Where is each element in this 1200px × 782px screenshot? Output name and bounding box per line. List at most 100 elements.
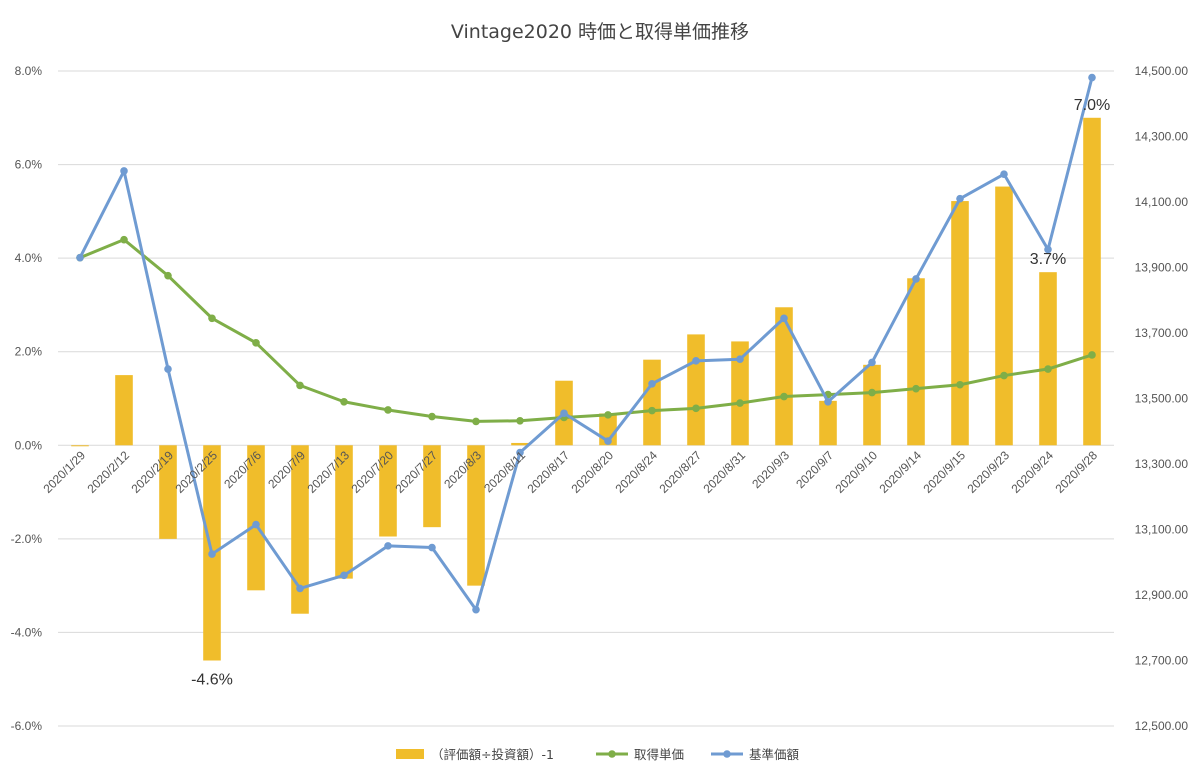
x-tick-label: 2020/9/24 xyxy=(1008,448,1056,496)
acquisition-price-point xyxy=(1000,371,1008,380)
legend: （評価額÷投資額）-1 取得単価 基準価額 xyxy=(396,747,800,762)
nav-price-point xyxy=(208,550,216,558)
nav-price-point xyxy=(736,355,744,364)
nav-price-point xyxy=(1000,170,1008,178)
nav-price-point xyxy=(164,365,172,373)
acquisition-price-point xyxy=(472,417,480,426)
bar xyxy=(643,359,661,446)
acquisition-price-line xyxy=(79,238,1093,423)
chart-title: Vintage2020 時価と取得単価推移 xyxy=(451,21,749,43)
x-tick-label: 2020/2/12 xyxy=(84,448,132,496)
bar xyxy=(511,442,529,446)
acquisition-price-point xyxy=(296,381,304,390)
acquisition-price-point xyxy=(340,397,348,406)
x-tick-label: 2020/8/11 xyxy=(481,448,528,495)
acquisition-price-point xyxy=(648,406,656,415)
bar xyxy=(731,341,749,446)
y-left-tick-label: -6.0% xyxy=(11,719,43,733)
y-right-tick-label: 13,900.00 xyxy=(1135,261,1189,275)
nav-price-point xyxy=(692,357,700,365)
y-right-tick-label: 13,100.00 xyxy=(1135,523,1189,537)
y-right-tick-label: 13,500.00 xyxy=(1135,392,1189,406)
legend-label: 基準価額 xyxy=(749,747,800,762)
acquisition-price-point xyxy=(120,235,128,244)
legend-swatch-marker xyxy=(723,750,731,758)
nav-price-point xyxy=(472,605,480,614)
y-right-tick-label: 13,300.00 xyxy=(1135,457,1189,471)
nav-price-line xyxy=(78,77,1094,612)
y-left-tick-label: 2.0% xyxy=(15,345,43,359)
nav-price-point xyxy=(120,167,128,175)
nav-price-point xyxy=(780,314,788,323)
acquisition-price-point xyxy=(956,380,964,389)
acquisition-price-point xyxy=(252,339,260,347)
acquisition-price-point xyxy=(516,416,524,425)
y-left-tick-label: 4.0% xyxy=(15,251,43,265)
nav-price-point xyxy=(824,397,832,406)
legend-swatch-bar xyxy=(396,749,424,759)
x-tick-label: 2020/8/31 xyxy=(700,448,748,496)
legend-label: 取得単価 xyxy=(634,747,684,762)
nav-price-point xyxy=(384,542,392,550)
nav-price-point xyxy=(648,379,656,388)
bar xyxy=(1039,272,1057,446)
bar xyxy=(379,445,397,537)
acquisition-price-point xyxy=(604,411,612,419)
nav-price-point xyxy=(516,448,524,457)
nav-price-point xyxy=(296,584,304,593)
nav-price-point xyxy=(956,194,964,203)
x-tick-label: 2020/8/27 xyxy=(656,448,704,496)
bar xyxy=(995,186,1013,446)
bar xyxy=(467,445,485,586)
x-tick-label: 2020/9/23 xyxy=(964,448,1012,496)
bar xyxy=(907,278,925,446)
nav-price-point xyxy=(340,571,348,580)
annotations: -4.6% 3.7% 7.0% xyxy=(191,97,1110,689)
x-tick-label: 2020/8/17 xyxy=(524,448,572,496)
y-left-tick-label: -4.0% xyxy=(11,625,43,639)
bar-series xyxy=(71,117,1101,661)
x-tick-label: 2020/8/24 xyxy=(612,448,660,496)
bar xyxy=(291,445,309,614)
nav-price-point xyxy=(428,543,436,552)
data-label: 3.7% xyxy=(1030,251,1066,268)
acquisition-price-point xyxy=(384,406,392,414)
y-right-tick-label: 13,700.00 xyxy=(1135,326,1189,340)
bar xyxy=(951,201,969,446)
bar xyxy=(71,445,89,447)
bar xyxy=(115,375,133,446)
acquisition-price-point xyxy=(428,412,436,421)
y-right-tick-label: 12,500.00 xyxy=(1135,719,1189,733)
legend-label: （評価額÷投資額）-1 xyxy=(431,747,554,762)
acquisition-price-point xyxy=(1044,365,1052,373)
line-series xyxy=(76,73,1096,614)
bar xyxy=(423,445,441,528)
data-label: -4.6% xyxy=(191,672,233,689)
acquisition-price-point xyxy=(780,392,788,401)
nav-price-point xyxy=(76,253,84,262)
y-left-tick-label: -2.0% xyxy=(11,532,43,546)
acquisition-price-point xyxy=(736,399,744,407)
nav-price-point xyxy=(604,437,612,445)
data-label: 7.0% xyxy=(1074,97,1110,114)
bar xyxy=(1083,117,1101,446)
nav-price-point xyxy=(868,358,876,367)
x-tick-label: 2020/8/20 xyxy=(568,448,616,496)
y-left-tick-label: 0.0% xyxy=(15,438,43,452)
bar xyxy=(863,364,881,446)
nav-price-point xyxy=(560,409,568,418)
acquisition-price-point xyxy=(1088,351,1096,359)
nav-price-point xyxy=(252,520,260,529)
bar xyxy=(819,400,837,446)
y-right-tick-label: 14,500.00 xyxy=(1135,64,1189,78)
y-left-tick-label: 8.0% xyxy=(15,64,43,78)
y-right-tick-label: 12,900.00 xyxy=(1135,588,1189,602)
x-tick-label: 2020/9/28 xyxy=(1052,448,1100,496)
acquisition-price-point xyxy=(208,314,216,323)
x-tick-label: 2020/9/15 xyxy=(920,448,968,496)
x-tick-label: 2020/9/7 xyxy=(793,448,836,491)
x-tick-label: 2020/9/14 xyxy=(876,448,924,496)
acquisition-price-point xyxy=(164,271,172,280)
